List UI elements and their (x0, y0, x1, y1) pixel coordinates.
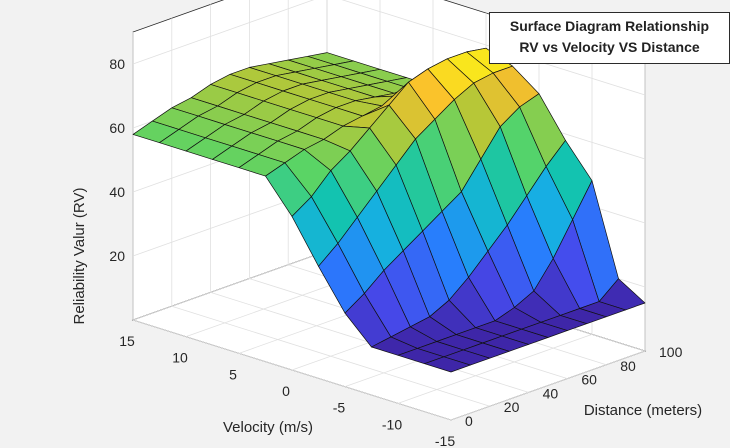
grid-line-floor-velocity (450, 350, 646, 421)
grid-line-floor-velocity (397, 333, 593, 404)
x-tick-label: -10 (382, 416, 402, 432)
grid-line-z-back-wall (341, 0, 646, 96)
x-tick-label: 15 (119, 333, 135, 349)
chart-title-line-2: RV vs Velocity VS Distance (519, 39, 700, 55)
grid-line-floor-velocity (132, 250, 328, 321)
z-axis-label: Reliability Valur (RV) (71, 188, 88, 325)
x-tick-label: 0 (282, 383, 290, 399)
chart-title-box: Surface Diagram Relationship RV vs Veloc… (489, 12, 730, 64)
y-tick-label: 60 (581, 372, 597, 388)
z-tick-label: 20 (109, 248, 125, 264)
y-tick-label: 20 (504, 399, 520, 415)
grid-line-floor-distance (171, 305, 490, 407)
z-tick-label: 40 (109, 184, 125, 200)
x-tick-label: -5 (333, 400, 346, 416)
x-tick-label: 5 (229, 366, 237, 382)
z-tick-label: 60 (109, 120, 125, 136)
z-tick-label: 80 (109, 56, 125, 72)
surface-patch (424, 356, 471, 373)
y-axis-label: Distance (meters) (584, 402, 702, 419)
x-tick-label: 10 (172, 350, 188, 366)
x-axis-label: Velocity (m/s) (223, 419, 313, 436)
x-tick-label: -15 (435, 433, 455, 448)
tick-labels: 15 10 5 0 -5 -10 -15 0 20 40 60 80 100 20 40 60 80 (109, 56, 682, 448)
grid-line-floor-distance (132, 319, 452, 421)
y-tick-label: 40 (543, 385, 559, 401)
grid-line-z-left-wall (132, 0, 315, 65)
y-tick-label: 100 (659, 344, 683, 360)
chart-title-line-1: Surface Diagram Relationship (509, 18, 710, 34)
y-tick-label: 0 (465, 413, 473, 429)
surface-mesh (132, 47, 646, 373)
y-tick-label: 80 (620, 358, 636, 374)
